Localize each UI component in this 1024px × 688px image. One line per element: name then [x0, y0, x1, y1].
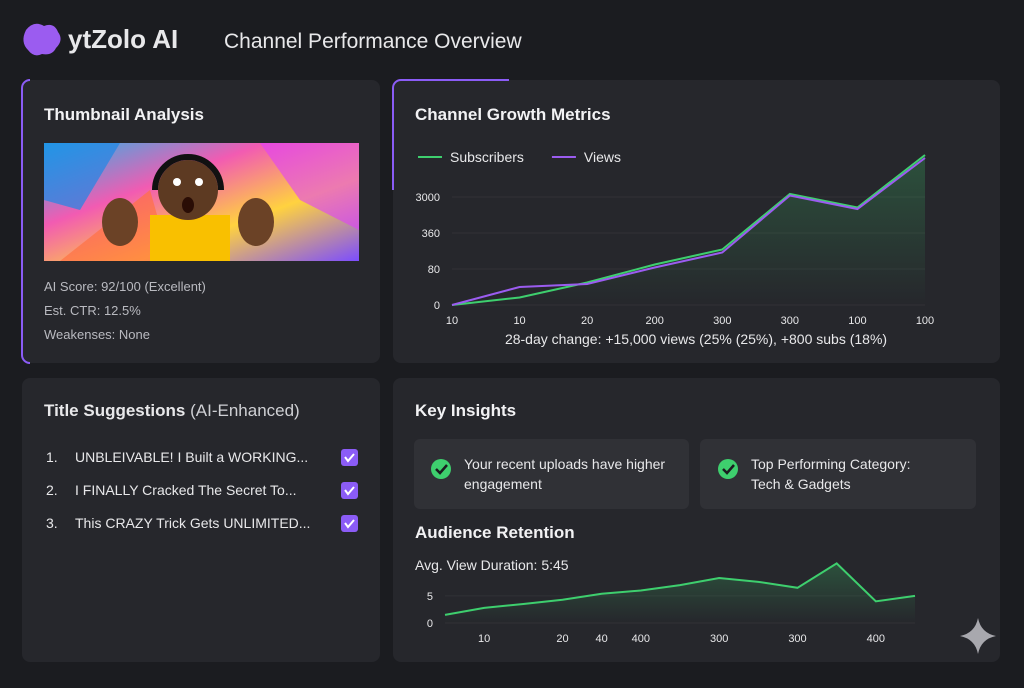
x-tick-label: 20 — [581, 315, 593, 327]
score-line: Weakenses: None — [44, 327, 150, 342]
checkbox — [341, 515, 358, 532]
y-tick-label: 5 — [427, 591, 433, 603]
x-tick-label: 10 — [513, 315, 525, 327]
x-tick-label: 300 — [788, 633, 806, 645]
x-tick-label: 10 — [478, 633, 490, 645]
legend-label: Views — [584, 149, 621, 165]
subtitle: (AI-Enhanced) — [190, 401, 300, 420]
insight-card: Top Performing Category: Tech & Gadgets — [700, 439, 976, 509]
x-tick-label: 300 — [710, 633, 728, 645]
accent — [21, 79, 31, 364]
checkbox — [341, 482, 358, 499]
section-title: Audience Retention — [415, 523, 575, 542]
line — [451, 157, 926, 306]
x-tick-label: 200 — [646, 315, 664, 327]
insight-card: Your recent uploads have higher engagemen… — [414, 439, 689, 509]
x-tick-label: 400 — [632, 633, 650, 645]
checkmark — [344, 519, 355, 529]
item-text: UNBLEIVABLE! I Built a WORKING... — [75, 449, 308, 465]
header: ytZolo AI Channel Performance Overview — [23, 23, 522, 56]
y-tick-label: 3000 — [416, 192, 440, 204]
suggestion-list: 1. UNBLEIVABLE! I Built a WORKING... 2. I F… — [46, 449, 358, 532]
y-tick-label: 80 — [428, 264, 440, 276]
panel-title: Channel Growth Metrics — [415, 105, 611, 124]
checkbox — [341, 449, 358, 466]
y-tick-label: 0 — [434, 300, 440, 312]
line — [444, 562, 916, 616]
insight-text: Your recent uploads have higher engagemen… — [464, 456, 665, 492]
score-line: Est. CTR: 12.5% — [44, 303, 141, 318]
section-subtitle: Avg. View Duration: 5:45 — [415, 557, 569, 573]
panel-title: Title Suggestions (AI-Enhanced) — [44, 401, 300, 420]
legend-label: Subscribers — [450, 149, 524, 165]
x-tick-label: 40 — [596, 633, 608, 645]
logo-icon — [23, 23, 61, 56]
checkmark — [344, 453, 355, 463]
change-note: 28-day change: +15,000 views (25% (25%),… — [505, 331, 887, 347]
panel-title: Key Insights — [415, 401, 516, 420]
x-tick-label: 10 — [446, 315, 458, 327]
sparkle-icon — [960, 618, 996, 654]
item-text: This CRAZY Trick Gets UNLIMITED... — [75, 515, 310, 531]
page-title: Channel Performance Overview — [224, 30, 522, 53]
x-tick-label: 20 — [556, 633, 568, 645]
y-tick-label: 360 — [422, 228, 440, 240]
item-text: I FINALLY Cracked The Secret To... — [75, 482, 297, 498]
brand: ytZolo AI — [68, 24, 178, 54]
accent — [392, 79, 509, 190]
x-tick-label: 400 — [867, 633, 885, 645]
area — [452, 155, 925, 305]
item-number: 3. — [46, 515, 58, 531]
y-tick-label: 0 — [427, 618, 433, 630]
x-tick-label: 100 — [916, 315, 934, 327]
x-tick-label: 100 — [848, 315, 866, 327]
line — [451, 154, 926, 306]
titles-panel — [22, 378, 380, 662]
title: Title Suggestions — [44, 401, 185, 420]
area — [445, 563, 915, 623]
item-number: 1. — [46, 449, 58, 465]
insight-text: Top Performing Category: Tech & Gadgets — [751, 456, 911, 492]
x-tick-label: 300 — [713, 315, 731, 327]
panel-title: Thumbnail Analysis — [44, 105, 204, 124]
x-tick-label: 300 — [781, 315, 799, 327]
score-line: AI Score: 92/100 (Excellent) — [44, 279, 206, 294]
thumbnail-image — [44, 143, 359, 261]
item-number: 2. — [46, 482, 58, 498]
checkmark — [344, 486, 355, 496]
